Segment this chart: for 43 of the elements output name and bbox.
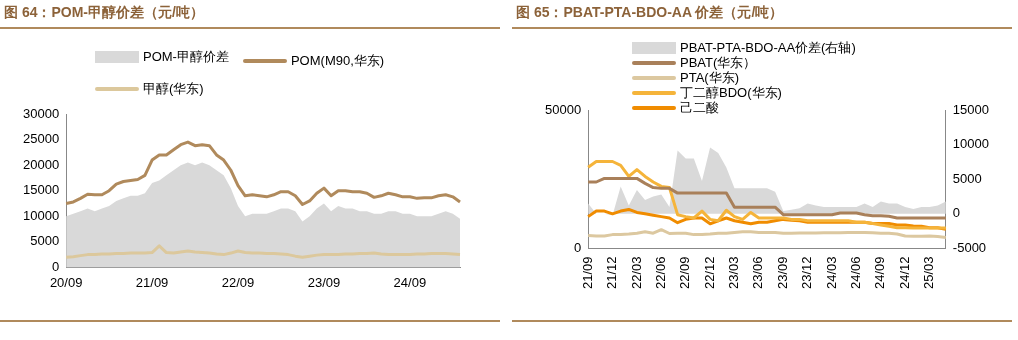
x-tick-label: 21/09: [135, 274, 169, 290]
x-tick-label: 23/09: [307, 274, 341, 290]
x-tick-label: 24/06: [848, 256, 863, 290]
x-tick-label: 22/09: [221, 274, 255, 290]
chart-title: 图 64：POM-甲醇价差（元/吨）: [4, 4, 204, 22]
x-tick-label: 21/12: [604, 256, 620, 290]
y2-tick-label: 5000: [952, 170, 982, 186]
y-tick-label: 0: [51, 258, 60, 274]
x-tick-label: 21/09: [579, 256, 595, 290]
x-tick-label: 23/09: [774, 256, 790, 290]
x-tick-label: 23/03: [726, 256, 742, 290]
x-tick-label: 24/09: [393, 274, 427, 290]
y-tick-label: 5000: [30, 233, 60, 249]
y2-tick-label: 15000: [952, 101, 990, 117]
legend-label: POM-甲醇价差: [143, 48, 229, 66]
x-tick-label: 22/09: [677, 256, 693, 290]
chart-title: 图 65：PBAT-PTA-BDO-AA 价差（元/吨）: [516, 4, 784, 22]
legend-label: 甲醇(华东): [143, 80, 204, 98]
y-tick-label: 30000: [22, 105, 60, 121]
legend-label: PBAT(华东）: [680, 55, 757, 70]
y-tick-label: 25000: [22, 131, 60, 147]
x-tick-label: 23/06: [750, 256, 766, 290]
y2-tick-label: -5000: [952, 240, 987, 256]
y-tick-label: 50000: [544, 101, 582, 117]
x-tick-label: 22/12: [701, 256, 717, 290]
x-tick-label: 24/03: [823, 256, 839, 290]
x-tick-label: 24/09: [872, 256, 888, 290]
y-tick-label: 20000: [22, 156, 60, 172]
y-tick-label: 10000: [22, 207, 60, 223]
x-tick-label: 22/06: [652, 256, 668, 290]
x-tick-label: 22/03: [628, 256, 644, 290]
legend-label: 己二酸: [680, 100, 719, 115]
legend-label: PTA(华东): [680, 70, 739, 85]
legend-label: PBAT-PTA-BDO-AA价差(右轴): [680, 40, 856, 55]
legend-label: POM(M90,华东): [290, 52, 385, 70]
y-tick-label: 15000: [22, 182, 60, 198]
y2-tick-label: 10000: [952, 136, 990, 152]
y2-tick-label: 0: [952, 205, 961, 221]
x-tick-label: 23/12: [799, 256, 815, 290]
x-tick-label: 25/03: [921, 256, 937, 290]
x-tick-label: 24/12: [896, 256, 912, 290]
x-tick-label: 20/09: [49, 274, 83, 290]
legend-label: 丁二醇BDO(华东): [680, 85, 782, 100]
